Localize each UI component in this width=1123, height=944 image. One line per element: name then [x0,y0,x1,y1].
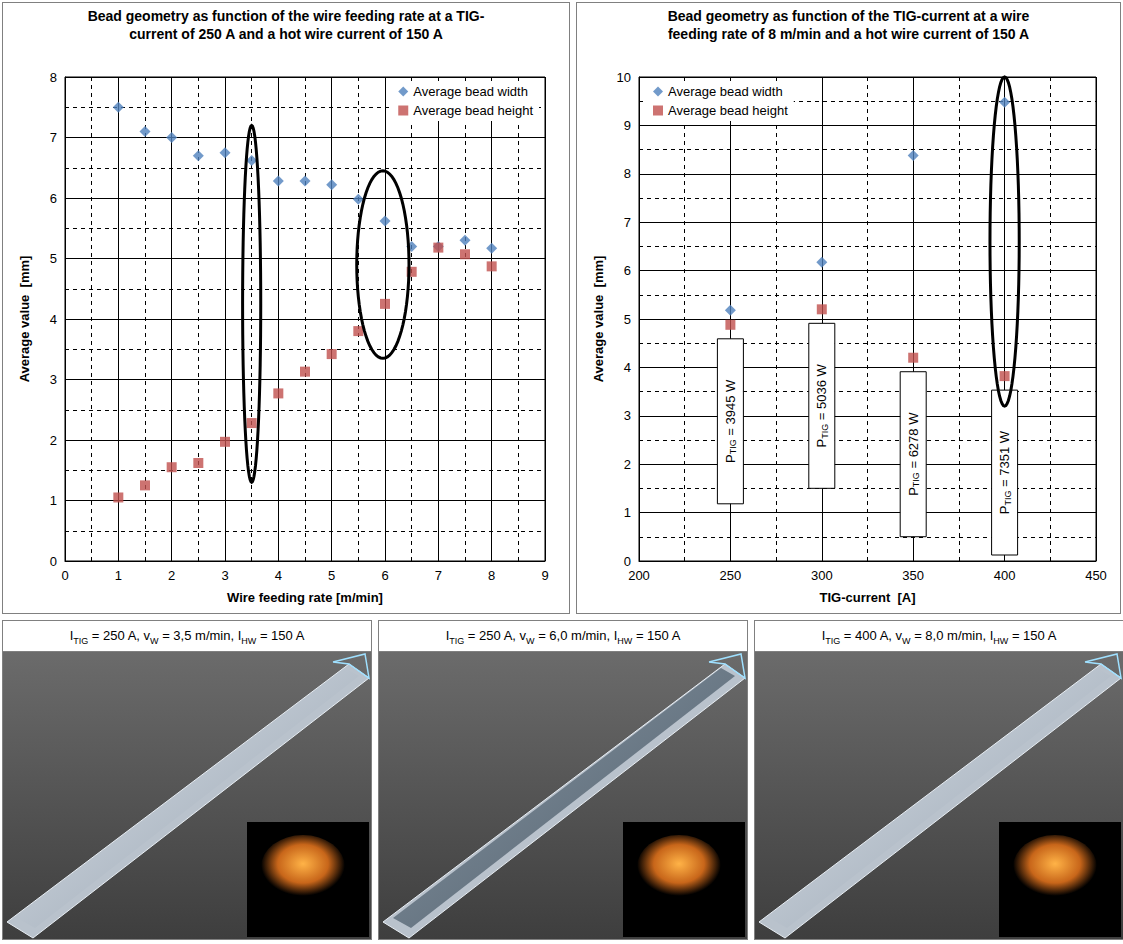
svg-text:2: 2 [168,568,175,583]
svg-text:Average bead width: Average bead width [668,84,783,99]
svg-text:350: 350 [902,568,924,583]
svg-text:3: 3 [221,568,228,583]
svg-text:1: 1 [115,568,122,583]
svg-text:7: 7 [624,215,631,230]
svg-text:200: 200 [628,568,650,583]
svg-text:2: 2 [50,433,57,448]
svg-text:P: P [723,454,738,463]
svg-text:5: 5 [624,312,631,327]
svg-text:0: 0 [61,568,68,583]
svg-text:1: 1 [624,505,631,520]
svg-text:8: 8 [624,166,631,181]
svg-text:10: 10 [617,70,631,85]
svg-text:4: 4 [50,312,57,327]
svg-text:4: 4 [275,568,282,583]
svg-text:1: 1 [50,493,57,508]
svg-text:Average bead height: Average bead height [668,103,788,118]
html-text:ITIG= 250 A, vW= 6,0 m/min, IH: ITIG= 250 A, vW= 6,0 m/min, IHW= 150 A [445,628,681,646]
svg-text:0: 0 [50,554,57,569]
svg-text:Average value [mm]: Average value [mm] [17,256,32,383]
svg-text:6: 6 [381,568,388,583]
svg-text:Wire feeding rate [m/min]: Wire feeding rate [m/min] [227,590,383,605]
svg-text:9: 9 [624,118,631,133]
svg-text:5: 5 [328,568,335,583]
svg-text:= 3945 W: = 3945 W [723,379,738,439]
html-text:ITIG= 400 A, vW= 8,0 m/min, IH: ITIG= 400 A, vW= 8,0 m/min, IHW= 150 A [821,628,1057,646]
svg-text:P: P [814,439,829,448]
svg-text:3: 3 [50,372,57,387]
svg-text:= 7351 W: = 7351 W [997,430,1012,490]
svg-text:7: 7 [50,130,57,145]
svg-text:= 6278 W: = 6278 W [906,412,921,472]
svg-text:TIG: TIG [728,439,738,454]
svg-text:8: 8 [488,568,495,583]
svg-text:P: P [906,487,921,496]
svg-text:TIG: TIG [911,472,921,487]
svg-text:3: 3 [624,408,631,423]
svg-text:250: 250 [720,568,742,583]
svg-text:300: 300 [811,568,833,583]
svg-text:= 5036 W: = 5036 W [814,363,829,423]
svg-text:Average value [mm]: Average value [mm] [591,256,606,383]
svg-text:4: 4 [624,360,631,375]
svg-text:TIG: TIG [820,424,830,439]
svg-text:400: 400 [994,568,1016,583]
svg-text:TIG-current [A]: TIG-current [A] [819,590,915,605]
svg-text:2: 2 [624,457,631,472]
svg-text:9: 9 [541,568,548,583]
svg-text:Average bead width: Average bead width [413,84,528,99]
svg-text:6: 6 [624,263,631,278]
html-text:ITIG= 250 A, vW= 3,5 m/min, IH: ITIG= 250 A, vW= 3,5 m/min, IHW= 150 A [69,628,305,646]
svg-text:8: 8 [50,70,57,85]
svg-text:TIG: TIG [1003,491,1013,506]
svg-text:450: 450 [1085,568,1107,583]
svg-text:5: 5 [50,251,57,266]
svg-text:P: P [997,506,1012,515]
svg-text:0: 0 [624,554,631,569]
svg-text:6: 6 [50,191,57,206]
html-text:Bead geometry as function of t: Bead geometry as function of the wire fe… [87,8,485,42]
svg-text:7: 7 [435,568,442,583]
html-text:Bead geometry as function of t: Bead geometry as function of the TIG-cur… [667,8,1030,42]
svg-text:Average bead height: Average bead height [413,103,533,118]
